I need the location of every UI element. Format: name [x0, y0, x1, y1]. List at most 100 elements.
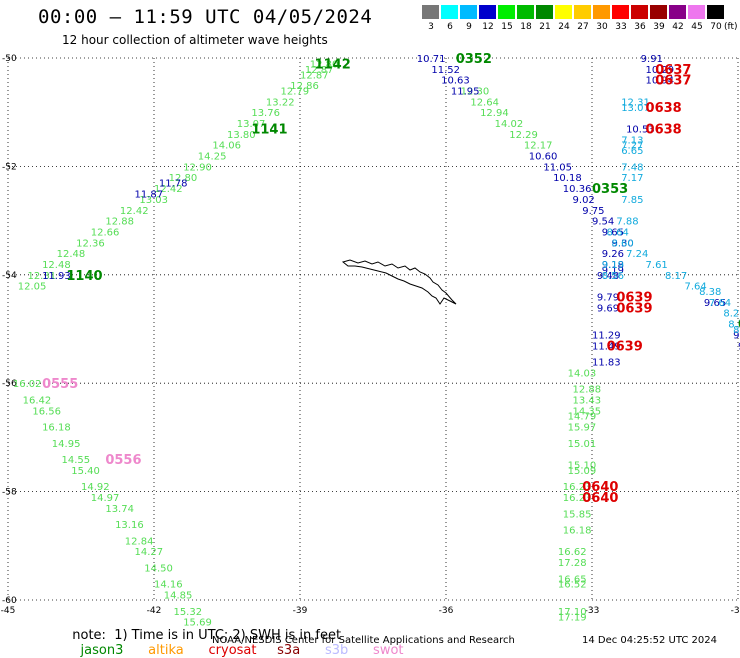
- wave-height-value: 12.64: [470, 97, 499, 108]
- wave-height-value: 16.23: [563, 493, 592, 504]
- wave-height-value: 9.02: [573, 195, 595, 206]
- wave-height-value: 14.25: [198, 152, 227, 163]
- wave-height-value: 7.64: [684, 282, 706, 293]
- wave-height-value: 16.18: [563, 526, 592, 537]
- wave-height-value: 12.88: [105, 217, 134, 228]
- pass-time-label: 1142: [315, 57, 351, 72]
- wave-height-value: 10.63: [441, 76, 470, 87]
- wave-height-value: 14.16: [154, 580, 183, 591]
- wave-height-value: 13.07: [237, 119, 266, 130]
- wave-height-value: 9.48: [597, 271, 619, 282]
- scale-swatch: [707, 5, 724, 19]
- wave-height-value: 11.87: [135, 190, 164, 201]
- pass-time-label: 1140: [66, 269, 102, 284]
- wave-height-value: 13.03: [139, 195, 168, 206]
- wave-height-value: 11.05: [543, 162, 572, 173]
- scale-label: 36: [634, 22, 646, 32]
- pass-time-label: 0: [738, 318, 740, 333]
- wave-height-value: 11.78: [159, 179, 188, 190]
- wave-height-value: 14.92: [81, 482, 110, 493]
- chart-title: 00:00 — 11:59 UTC 04/05/2024: [38, 6, 373, 28]
- wave-height-value: 12.29: [509, 130, 538, 141]
- pass-time-label: 0637: [655, 74, 691, 89]
- wave-height-value: 16.42: [23, 395, 52, 406]
- wave-height-value: 7.24: [626, 249, 648, 260]
- wave-height-value: 17.19: [558, 612, 587, 623]
- wave-height-value: 12.30: [461, 87, 490, 98]
- wave-height-value: 17.10: [558, 607, 587, 618]
- pass-time-label: 0639: [616, 290, 652, 305]
- scale-label: 33: [615, 22, 627, 32]
- generated-timestamp: 14 Dec 04:25:52 UTC 2024: [582, 635, 717, 646]
- scale-swatch: [574, 5, 591, 19]
- wave-height-value: 7.64: [709, 298, 731, 309]
- scale-label: 18: [520, 22, 532, 32]
- scale-swatch: [441, 5, 458, 19]
- scale-label: 30: [596, 22, 608, 32]
- wave-height-value: 9.69: [597, 303, 619, 314]
- wave-height-value: 9.7: [733, 330, 740, 341]
- wave-height-value: 9.54: [592, 217, 614, 228]
- scale-swatch: [593, 5, 610, 19]
- y-tick-label: -54: [2, 271, 17, 281]
- grid-lines: [7, 57, 739, 601]
- wave-height-value: 8.17: [665, 271, 687, 282]
- y-tick-label: -58: [2, 488, 17, 498]
- wave-height-value: 8.38: [699, 287, 721, 298]
- wave-height-value: 9.26: [602, 249, 624, 260]
- wave-height-value: 8.60: [611, 238, 633, 249]
- wave-height-value: 9.19: [602, 260, 624, 271]
- wave-height-value: 13.43: [573, 395, 602, 406]
- wave-height-value: 14.02: [495, 119, 524, 130]
- scale-swatch: [422, 5, 439, 19]
- wave-height-value: 12.31: [621, 97, 650, 108]
- wave-height-value: 7.85: [621, 195, 643, 206]
- source-jason3: jason3: [72, 643, 124, 658]
- pass-time-label: 0352: [456, 52, 492, 67]
- scale-label: 15: [501, 22, 513, 32]
- scale-swatch: [612, 5, 629, 19]
- scale-unit: (ft): [724, 22, 738, 32]
- wave-height-value: 9.18: [602, 260, 624, 271]
- scale-label: 3: [428, 22, 434, 32]
- wave-height-value: 12.66: [91, 227, 120, 238]
- wave-height-value: 12.86: [290, 81, 319, 92]
- wave-height-value: 9.65: [704, 298, 726, 309]
- x-tick-label: -30: [731, 606, 740, 616]
- scale-label: 24: [558, 22, 570, 32]
- wave-height-value: 13.80: [227, 130, 256, 141]
- wave-height-value: 13.16: [115, 520, 144, 531]
- wave-height-value: 15.69: [183, 618, 212, 629]
- scale-swatch: [555, 5, 572, 19]
- wave-height-value: 15.10: [568, 461, 597, 472]
- wave-height-value: 11.29: [592, 330, 621, 341]
- wave-height-value: 11.52: [431, 65, 460, 76]
- pass-time-label: 0638: [646, 101, 682, 116]
- axis-labels: -45 -42 -39 -36 -33 -30 -50 -52 -54 -56 -58 -60: [1, 54, 740, 616]
- wave-height-value: 16.56: [32, 406, 61, 417]
- pass-time-label: 0640: [582, 480, 618, 495]
- wave-height-value: 9.19: [602, 265, 624, 276]
- scale-label: 12: [482, 22, 494, 32]
- wave-height-value: 7.27: [621, 141, 643, 152]
- wave-height-value: 10.94: [646, 76, 675, 87]
- y-tick-label: -60: [2, 596, 17, 606]
- wave-height-value: 16.02: [13, 379, 42, 390]
- scale-swatch: [669, 5, 686, 19]
- wave-height-value: 12.90: [183, 162, 212, 173]
- wave-height-value: 14.95: [52, 439, 81, 450]
- wave-height-value: 14.97: [91, 493, 120, 504]
- wave-height-value: 14.55: [62, 455, 91, 466]
- wave-height-value: 12.17: [524, 141, 553, 152]
- wave-height-value: 12.42: [154, 184, 183, 195]
- wave-height-value: 8.56: [602, 271, 624, 282]
- pass-time-label: 0555: [42, 377, 78, 392]
- wave-height-value: 11.49: [592, 341, 621, 352]
- wave-height-value: 12.79: [281, 87, 310, 98]
- wave-height-value: 10.18: [553, 173, 582, 184]
- wave-height-value: 16.18: [42, 423, 71, 434]
- wave-height-value: 15.40: [71, 466, 100, 477]
- wave-height-value: 13.74: [105, 504, 134, 515]
- wave-height-value: 9: [738, 341, 740, 352]
- wave-height-value: 8.63: [733, 325, 740, 336]
